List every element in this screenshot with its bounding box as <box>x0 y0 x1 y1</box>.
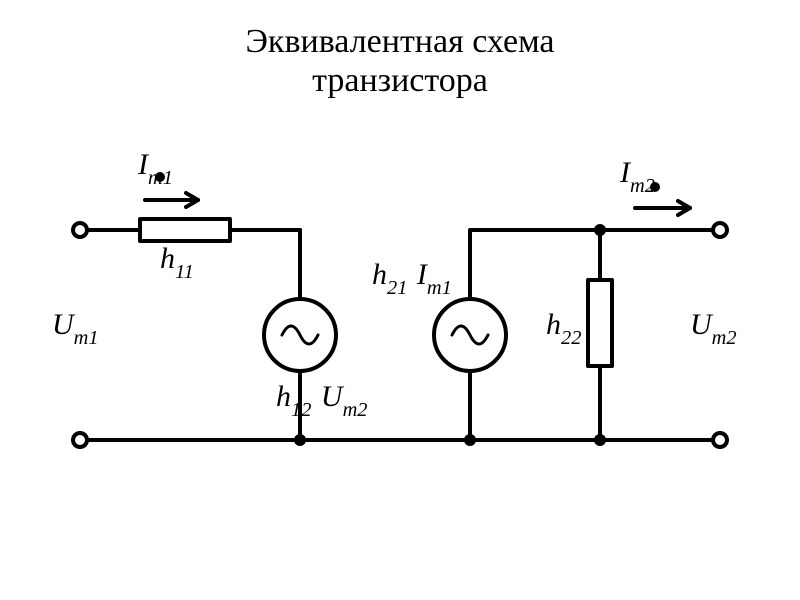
terminal-right-bottom <box>713 433 727 447</box>
node-dot-2 <box>464 434 476 446</box>
page-title-line2: транзистора <box>312 62 488 99</box>
label-Um1: Um1 <box>52 308 99 347</box>
circuit-diagram: Im1 Im2 h11 h22 Um1 Um2 h12 Um2 h21 Im1 <box>0 130 800 600</box>
page-title-line1: Эквивалентная схема <box>245 23 554 60</box>
terminal-right-top <box>713 223 727 237</box>
label-Im1: Im1 <box>138 148 173 187</box>
sine-left <box>282 326 318 344</box>
terminal-left-bottom <box>73 433 87 447</box>
component-h11 <box>140 219 230 241</box>
label-h12Um2: h12 Um2 <box>276 380 367 419</box>
label-Im2: Im2 <box>620 156 655 195</box>
label-Um2: Um2 <box>690 308 737 347</box>
label-h22: h22 <box>546 308 581 347</box>
terminal-left-top <box>73 223 87 237</box>
arrow-Im2 <box>635 201 690 215</box>
label-h21Im1: h21 Im1 <box>372 258 452 297</box>
node-dot-4 <box>594 224 606 236</box>
node-dot-3 <box>594 434 606 446</box>
label-h11: h11 <box>160 242 194 281</box>
wire-src-right-to-top <box>470 230 600 299</box>
component-h22 <box>588 280 612 366</box>
arrow-Im1 <box>145 193 198 207</box>
node-dot-1 <box>294 434 306 446</box>
sine-right <box>452 326 488 344</box>
